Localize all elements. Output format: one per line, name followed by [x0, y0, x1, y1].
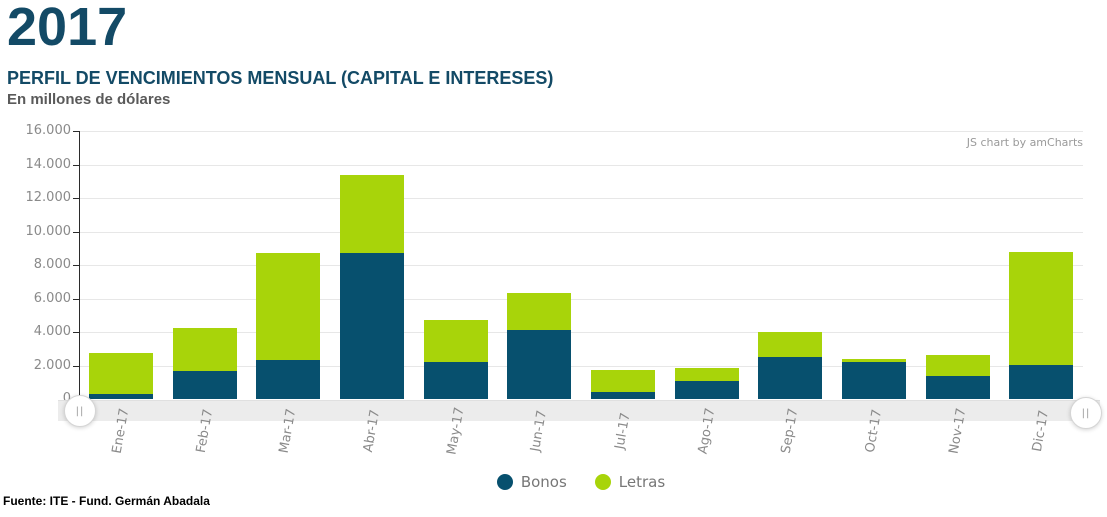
gridline: [79, 298, 1083, 300]
y-tick-label: 12.000: [25, 190, 72, 205]
y-axis-tick: [73, 298, 79, 300]
legend-label-letras: Letras: [618, 473, 666, 491]
bar-segment-bonos[interactable]: [758, 357, 823, 399]
y-tick-label: 2.000: [33, 357, 71, 373]
y-axis-line: [79, 131, 80, 400]
bonos-marker-icon: [496, 474, 513, 490]
stacked-bar[interactable]: [674, 368, 739, 399]
legend: Bonos Letras: [79, 471, 1083, 493]
year-heading: 2017: [7, 0, 128, 57]
gridline: [79, 131, 1083, 132]
bar-segment-bonos[interactable]: [339, 253, 404, 399]
y-axis-tick: [73, 231, 79, 233]
scrollbar-left-grip[interactable]: ||: [64, 395, 96, 427]
bar-column: [999, 131, 1083, 399]
bar-segment-letras[interactable]: [1009, 252, 1074, 365]
bar-column: [665, 131, 749, 399]
bar-column: [246, 131, 330, 399]
bar-column: [748, 131, 832, 399]
bar-segment-letras[interactable]: [507, 293, 572, 331]
bar-column: [581, 131, 665, 399]
y-tick-label: 16.000: [25, 123, 72, 138]
bar-segment-bonos[interactable]: [674, 381, 739, 399]
gridline: [79, 365, 1083, 367]
stacked-bar[interactable]: [841, 358, 906, 399]
bar-segment-bonos[interactable]: [256, 360, 321, 399]
y-axis-tick: [73, 198, 79, 199]
stacked-bar[interactable]: [925, 354, 990, 399]
y-axis-tick: [73, 164, 79, 166]
bar-column: [163, 131, 247, 399]
y-tick-label: 8.000: [33, 257, 71, 272]
bar-segment-bonos[interactable]: [507, 330, 572, 399]
y-axis-tick: [73, 131, 79, 132]
chart-units-subtitle: En millones de dólares: [7, 91, 171, 108]
bar-segment-letras[interactable]: [758, 332, 823, 358]
bar-segment-bonos[interactable]: [841, 362, 906, 399]
source-footer: Fuente: ITE - Fund. Germán Abadala: [3, 494, 210, 508]
bar-segment-bonos[interactable]: [1009, 364, 1074, 399]
gridline: [79, 231, 1083, 233]
bar-segment-letras[interactable]: [339, 174, 404, 254]
stacked-bar[interactable]: [507, 293, 572, 399]
bar-segment-letras[interactable]: [172, 327, 237, 372]
stacked-bar[interactable]: [423, 320, 488, 399]
bar-segment-letras[interactable]: [841, 358, 906, 363]
gridline: [79, 265, 1083, 266]
stacked-bar[interactable]: [339, 174, 404, 399]
gridline: [79, 164, 1083, 166]
bar-column: [497, 131, 581, 399]
y-tick-label: 10.000: [25, 223, 72, 239]
bar-segment-letras[interactable]: [674, 368, 739, 382]
y-axis-tick: [73, 332, 79, 333]
stacked-bar[interactable]: [590, 369, 655, 399]
scrollbar-right-grip[interactable]: ||: [1070, 397, 1102, 429]
stacked-bar[interactable]: [172, 327, 237, 399]
bar-column: [330, 131, 414, 399]
bar-segment-letras[interactable]: [256, 253, 321, 361]
chart-scrollbar-track[interactable]: [58, 400, 1100, 421]
stacked-bar[interactable]: [256, 253, 321, 399]
bar-segment-bonos[interactable]: [88, 393, 153, 399]
y-tick-label: 4.000: [33, 324, 71, 339]
stacked-bar[interactable]: [88, 352, 153, 399]
bar-column: [79, 131, 163, 399]
bar-segment-letras[interactable]: [423, 320, 488, 363]
legend-item-bonos[interactable]: Bonos: [496, 473, 567, 491]
bar-column: [414, 131, 498, 399]
y-tick-label: 0: [62, 391, 71, 406]
gridline: [79, 198, 1083, 199]
bar-segment-letras[interactable]: [590, 369, 655, 393]
bar-column: [832, 131, 916, 399]
bar-column: [916, 131, 1000, 399]
bars-layer: [79, 131, 1083, 399]
letras-marker-icon: [594, 474, 611, 490]
stacked-bar[interactable]: [1009, 252, 1074, 399]
bar-segment-bonos[interactable]: [925, 375, 990, 399]
bar-segment-letras[interactable]: [925, 354, 990, 376]
gridline: [79, 332, 1083, 333]
chart-title: PERFIL DE VENCIMIENTOS MENSUAL (CAPITAL …: [7, 68, 554, 88]
amcharts-watermark[interactable]: JS chart by amCharts: [966, 136, 1083, 149]
legend-item-letras[interactable]: Letras: [594, 473, 666, 491]
y-tick-label: 6.000: [33, 290, 71, 306]
stacked-bar[interactable]: [758, 332, 823, 399]
legend-label-bonos: Bonos: [520, 473, 567, 491]
y-axis-tick: [73, 365, 79, 367]
bar-segment-bonos[interactable]: [423, 362, 488, 399]
bar-segment-letras[interactable]: [88, 352, 153, 394]
y-tick-label: 14.000: [25, 156, 72, 172]
bar-segment-bonos[interactable]: [590, 392, 655, 399]
bar-segment-bonos[interactable]: [172, 371, 237, 399]
y-axis-tick: [73, 265, 79, 266]
